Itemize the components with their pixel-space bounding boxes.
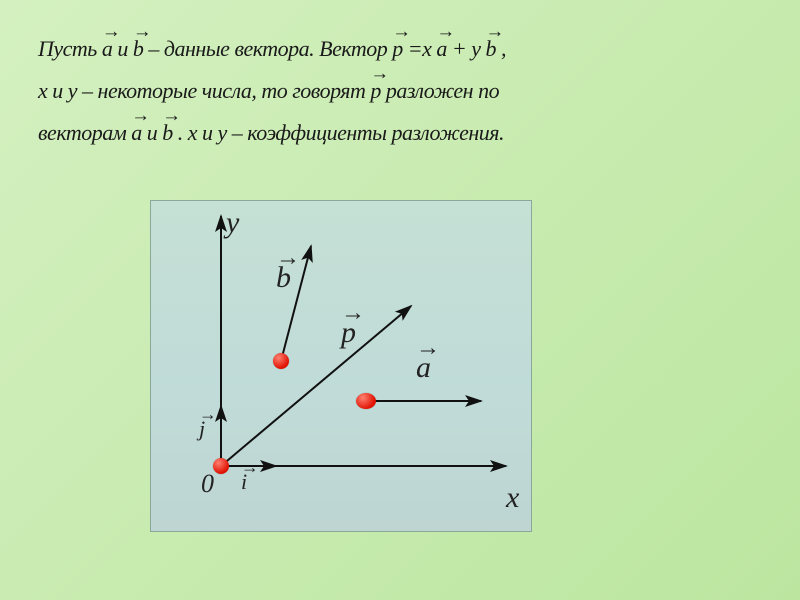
- vec-b-3: b: [162, 112, 173, 154]
- l2-post: разложен по: [386, 78, 499, 103]
- w-eq: =x: [408, 36, 432, 61]
- vec-b: b: [133, 28, 144, 70]
- label-y: y: [226, 206, 239, 240]
- vec-p: p: [392, 28, 403, 70]
- vec-b2: b: [486, 28, 497, 70]
- vec-p-2: p: [370, 70, 381, 112]
- l3-post: . x и y – коэффициенты разложения.: [178, 120, 504, 145]
- label-zero: 0: [201, 469, 214, 499]
- vector-diagram: y x 0 b p a i j: [150, 200, 532, 532]
- label-b: b: [276, 261, 291, 295]
- line-3: векторам a и b . x и y – коэффициенты ра…: [38, 112, 768, 154]
- line-1: Пусть a и b – данные вектора. Вектор p =…: [38, 28, 768, 70]
- w-pust: Пусть: [38, 36, 97, 61]
- label-x: x: [506, 481, 519, 515]
- vec-a-3: a: [131, 112, 142, 154]
- dot-b_tail: [273, 353, 289, 369]
- l3-pre: векторам: [38, 120, 131, 145]
- l2-pre: x и y – некоторые числа, то говорят: [38, 78, 370, 103]
- vec-a: a: [102, 28, 113, 70]
- dot-origin: [213, 458, 229, 474]
- label-i: i: [241, 469, 247, 495]
- w-plus: + y: [452, 36, 481, 61]
- label-p: p: [341, 316, 356, 350]
- vec-a2: a: [436, 28, 447, 70]
- l3-i: и: [147, 120, 163, 145]
- dot-a_tail: [356, 393, 376, 409]
- slide: Пусть a и b – данные вектора. Вектор p =…: [0, 0, 800, 600]
- label-a: a: [416, 351, 431, 385]
- definition-text: Пусть a и b – данные вектора. Вектор p =…: [38, 28, 768, 153]
- label-j: j: [199, 416, 205, 442]
- w-dash: – данные вектора. Вектор: [148, 36, 392, 61]
